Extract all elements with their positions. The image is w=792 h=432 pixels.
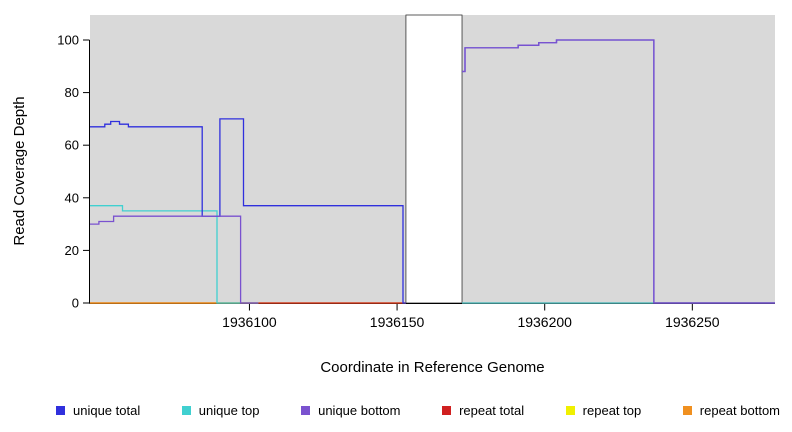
- legend-swatch-icon: [442, 405, 452, 415]
- x-tick-label: 1936100: [222, 314, 277, 330]
- y-tick-label: 80: [65, 85, 79, 100]
- x-tick-label: 1936200: [517, 314, 572, 330]
- series-line-unique-top: [90, 205, 259, 304]
- legend-item-repeat-total: repeat total: [442, 403, 524, 418]
- legend-item-unique-top: unique top: [181, 402, 260, 418]
- y-tick-label: 20: [65, 243, 79, 258]
- series-line-unique-bottom: [462, 39, 775, 304]
- legend-item-unique-bottom: unique bottom: [301, 402, 401, 418]
- legend-swatch-icon: [56, 405, 65, 415]
- y-axis-title: Read Coverage Depth: [11, 96, 28, 245]
- legend-swatch-icon: [181, 405, 191, 415]
- legend-label: repeat top: [582, 402, 642, 418]
- legend-swatch-icon: [301, 405, 311, 415]
- legend-swatch-icon: [565, 405, 575, 415]
- y-tick-label: 60: [65, 138, 79, 153]
- legend-label: unique bottom: [318, 402, 401, 418]
- series-line-unique-bottom: [90, 215, 259, 304]
- legend-label: repeat total: [459, 402, 525, 418]
- legend-label: repeat bottom: [699, 402, 780, 418]
- y-tick-label: 0: [72, 296, 79, 311]
- y-tick-label: 40: [65, 190, 79, 205]
- legend: unique total unique top unique bottom repea…: [0, 398, 792, 422]
- legend-item-repeat-bottom: repeat bottom: [682, 402, 780, 418]
- gap-region: [405, 14, 463, 304]
- coverage-depth-plot: 0 20 40 60 80 100 1936100 1936150 1936200 1936250…: [11, 14, 775, 376]
- legend-label: unique top: [198, 402, 260, 418]
- x-tick-label: 1936150: [370, 314, 425, 330]
- x-axis-title: Coordinate in Reference Genome: [320, 359, 544, 376]
- y-tick-label: 100: [57, 32, 79, 47]
- legend-item-repeat-top: repeat top: [565, 402, 642, 418]
- x-tick-label: 1936250: [665, 314, 720, 330]
- legend-label: unique total: [73, 402, 141, 418]
- legend-swatch-icon: [682, 405, 692, 415]
- legend-item-unique-total: unique total: [56, 403, 140, 418]
- series-line-unique-total: [90, 118, 406, 304]
